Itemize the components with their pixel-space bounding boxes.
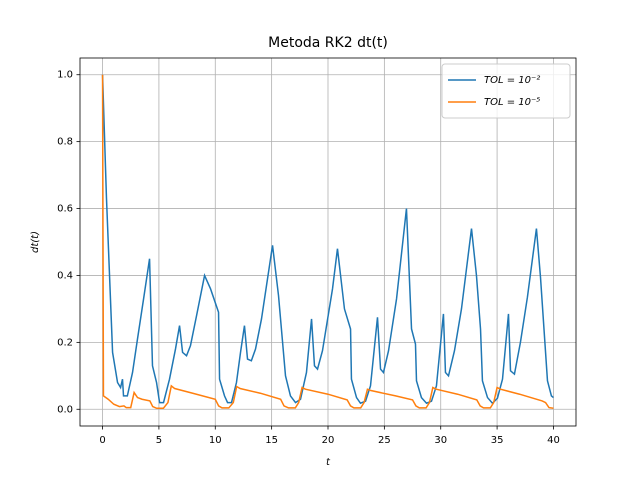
x-tick-label: 0 xyxy=(99,435,105,446)
legend-label: TOL = 10⁻² xyxy=(484,75,540,86)
plot-frame xyxy=(79,57,577,427)
x-tick-label: 30 xyxy=(434,435,447,446)
y-tick-label: 1.0 xyxy=(57,70,73,81)
y-tick-label: 0.0 xyxy=(57,404,73,415)
legend-box xyxy=(441,63,571,119)
x-tick-label: 20 xyxy=(322,435,335,446)
y-tick-label: 0.8 xyxy=(57,137,73,148)
x-axis-label: t xyxy=(326,457,331,468)
y-tick-label: 0.6 xyxy=(57,204,73,215)
x-tick-label: 35 xyxy=(491,435,504,446)
series-line xyxy=(101,74,554,410)
x-tick-label: 40 xyxy=(547,435,560,446)
chart-title: Metoda RK2 dt(t) xyxy=(268,35,388,51)
legend-label: TOL = 10⁻⁵ xyxy=(484,97,540,108)
series-line xyxy=(101,74,554,405)
y-tick-label: 0.4 xyxy=(57,270,73,281)
x-tick-label: 15 xyxy=(265,435,278,446)
x-tick-label: 25 xyxy=(378,435,391,446)
x-tick-label: 5 xyxy=(156,435,162,446)
y-tick-label: 0.2 xyxy=(57,337,73,348)
y-axis-label: dt(t) xyxy=(30,231,41,253)
x-tick-label: 10 xyxy=(209,435,222,446)
